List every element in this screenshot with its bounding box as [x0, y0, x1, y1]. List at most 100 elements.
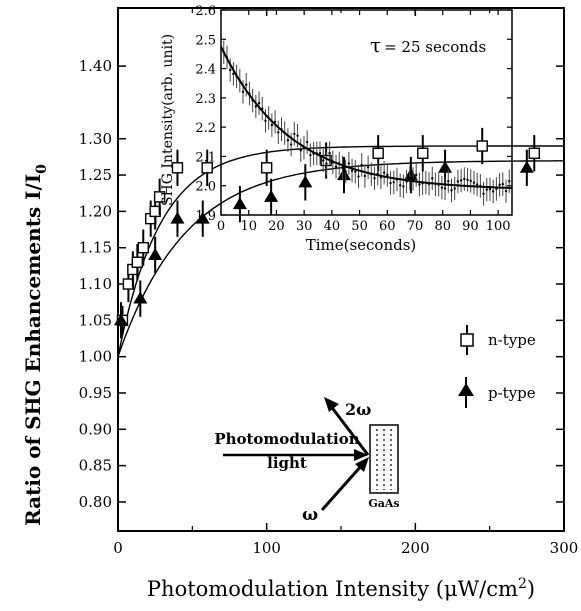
inset-y-tick-label: 2.6 [195, 4, 216, 19]
reflected-beam-arrow [328, 404, 370, 456]
inset-point [254, 105, 258, 108]
incident-label: ω [302, 505, 318, 525]
inset-y-axis-label: SHG Intensity(arb. unit) [160, 34, 176, 206]
y-tick-label: 1.40 [79, 57, 112, 75]
inset-point [482, 192, 485, 196]
inset-point [488, 188, 492, 191]
inset-point [456, 180, 460, 183]
inset-point [463, 177, 466, 181]
inset-point [418, 183, 421, 186]
gaas-sample-hatching [376, 429, 392, 490]
inset-point [504, 189, 508, 193]
inset-y-tick-label: 2.3 [195, 92, 216, 107]
inset-point [501, 182, 505, 186]
p-type-point [298, 175, 313, 188]
inset-x-tick-label: 10 [240, 219, 257, 234]
inset-point [459, 179, 463, 182]
incident-beam-arrow [320, 464, 364, 511]
p-type-point [195, 211, 210, 224]
inset-x-tick-label: 90 [462, 219, 479, 234]
inset-point [491, 190, 495, 193]
legend-p-type-marker [458, 383, 474, 396]
inset-x-tick-label: 30 [296, 219, 313, 234]
inset-point [469, 179, 472, 183]
inset-point [402, 185, 405, 188]
inset-point [447, 179, 450, 183]
inset-y-tick-label: 2.0 [195, 180, 216, 195]
inset-point [270, 123, 274, 127]
inset-point [296, 134, 299, 137]
inset-x-tick-label: 20 [268, 219, 285, 234]
inset-point [485, 188, 488, 191]
inset-point [382, 171, 386, 174]
inset-x-tick-label: 60 [379, 219, 396, 234]
n-type-point [260, 162, 273, 174]
inset-fit-curve [220, 46, 513, 189]
n-type-point [476, 140, 488, 152]
p-type-point [133, 291, 148, 304]
inset-point [309, 153, 312, 157]
inset-x-tick-label: 80 [434, 219, 451, 234]
inset-point [360, 163, 363, 167]
inset-point [299, 149, 302, 152]
inset-point [341, 166, 344, 169]
inset-point [411, 177, 415, 181]
inset-y-tick-label: 2.4 [195, 63, 216, 78]
inset-point [228, 68, 232, 72]
inset-point [431, 177, 434, 180]
n-type-point [372, 147, 384, 159]
y-tick-label: 0.85 [79, 457, 112, 475]
y-axis-label: Ratio of SHG Enhancements I/I0 [21, 164, 50, 526]
n-type-point [171, 162, 184, 174]
inset-x-tick-label: 70 [407, 219, 424, 234]
y-tick-label: 1.25 [79, 166, 112, 184]
inset-point [472, 181, 476, 184]
x-tick-label: 300 [550, 539, 579, 557]
incident-beam-arrowhead [355, 457, 369, 472]
y-tick-label: 1.30 [79, 130, 112, 148]
legend-n-type-marker [460, 333, 474, 347]
p-type-point [170, 211, 185, 224]
inset-point [344, 170, 347, 173]
inset-point [293, 132, 296, 136]
p-type-point [336, 168, 351, 181]
inset-point [453, 187, 456, 190]
n-type-point [528, 147, 540, 159]
main-axis-ticks: 0 100 200 3000.800.850.900.951.001.051.101.… [79, 8, 579, 557]
inset-point [241, 90, 245, 94]
legend-n-type-label: n-type [488, 331, 536, 349]
inset-data-points [222, 40, 511, 206]
x-tick-label: 100 [252, 539, 281, 557]
inset-point [466, 178, 469, 181]
n-type-point [131, 256, 144, 268]
reflected-beam-arrowhead [324, 397, 339, 412]
inset-x-tick-label: 40 [324, 219, 341, 234]
n-type-point [201, 162, 213, 174]
y-tick-label: 0.95 [79, 384, 112, 402]
inset-point [277, 131, 280, 134]
inset-y-tick-label: 2.5 [195, 33, 216, 48]
inset-point [450, 189, 453, 192]
inset-x-tick-label: 100 [486, 219, 511, 234]
inset-point [334, 165, 338, 168]
inset-point [392, 181, 395, 184]
inset-plot-frame [220, 9, 513, 216]
inset-y-tick-label: 2.1 [195, 150, 216, 165]
n-type-point [417, 147, 429, 159]
y-tick-label: 1.15 [79, 239, 112, 257]
x-tick-label: 0 [113, 539, 123, 557]
y-tick-label: 1.00 [79, 348, 112, 366]
inset-point [498, 183, 501, 187]
experiment-diagram: Photomodulation light 2ω ω GaAs [214, 397, 400, 525]
legend: n-type p-type [458, 325, 536, 408]
inset-point [440, 186, 444, 189]
inset-y-tick-label: 1.9 [195, 209, 216, 224]
inset-point [305, 140, 309, 144]
inset-point [245, 83, 248, 87]
p-type-fit-curve [117, 160, 564, 357]
legend-p-type-label: p-type [488, 384, 536, 402]
inset-axis-ticks: 0 10 20 30 40 50 60 70 80 90 100 1.9 2.0 2.1 2.2 2.3 2.4… [195, 4, 512, 234]
main-plot-frame [117, 7, 565, 532]
inset-point [264, 119, 267, 122]
n-type-point [153, 191, 166, 203]
